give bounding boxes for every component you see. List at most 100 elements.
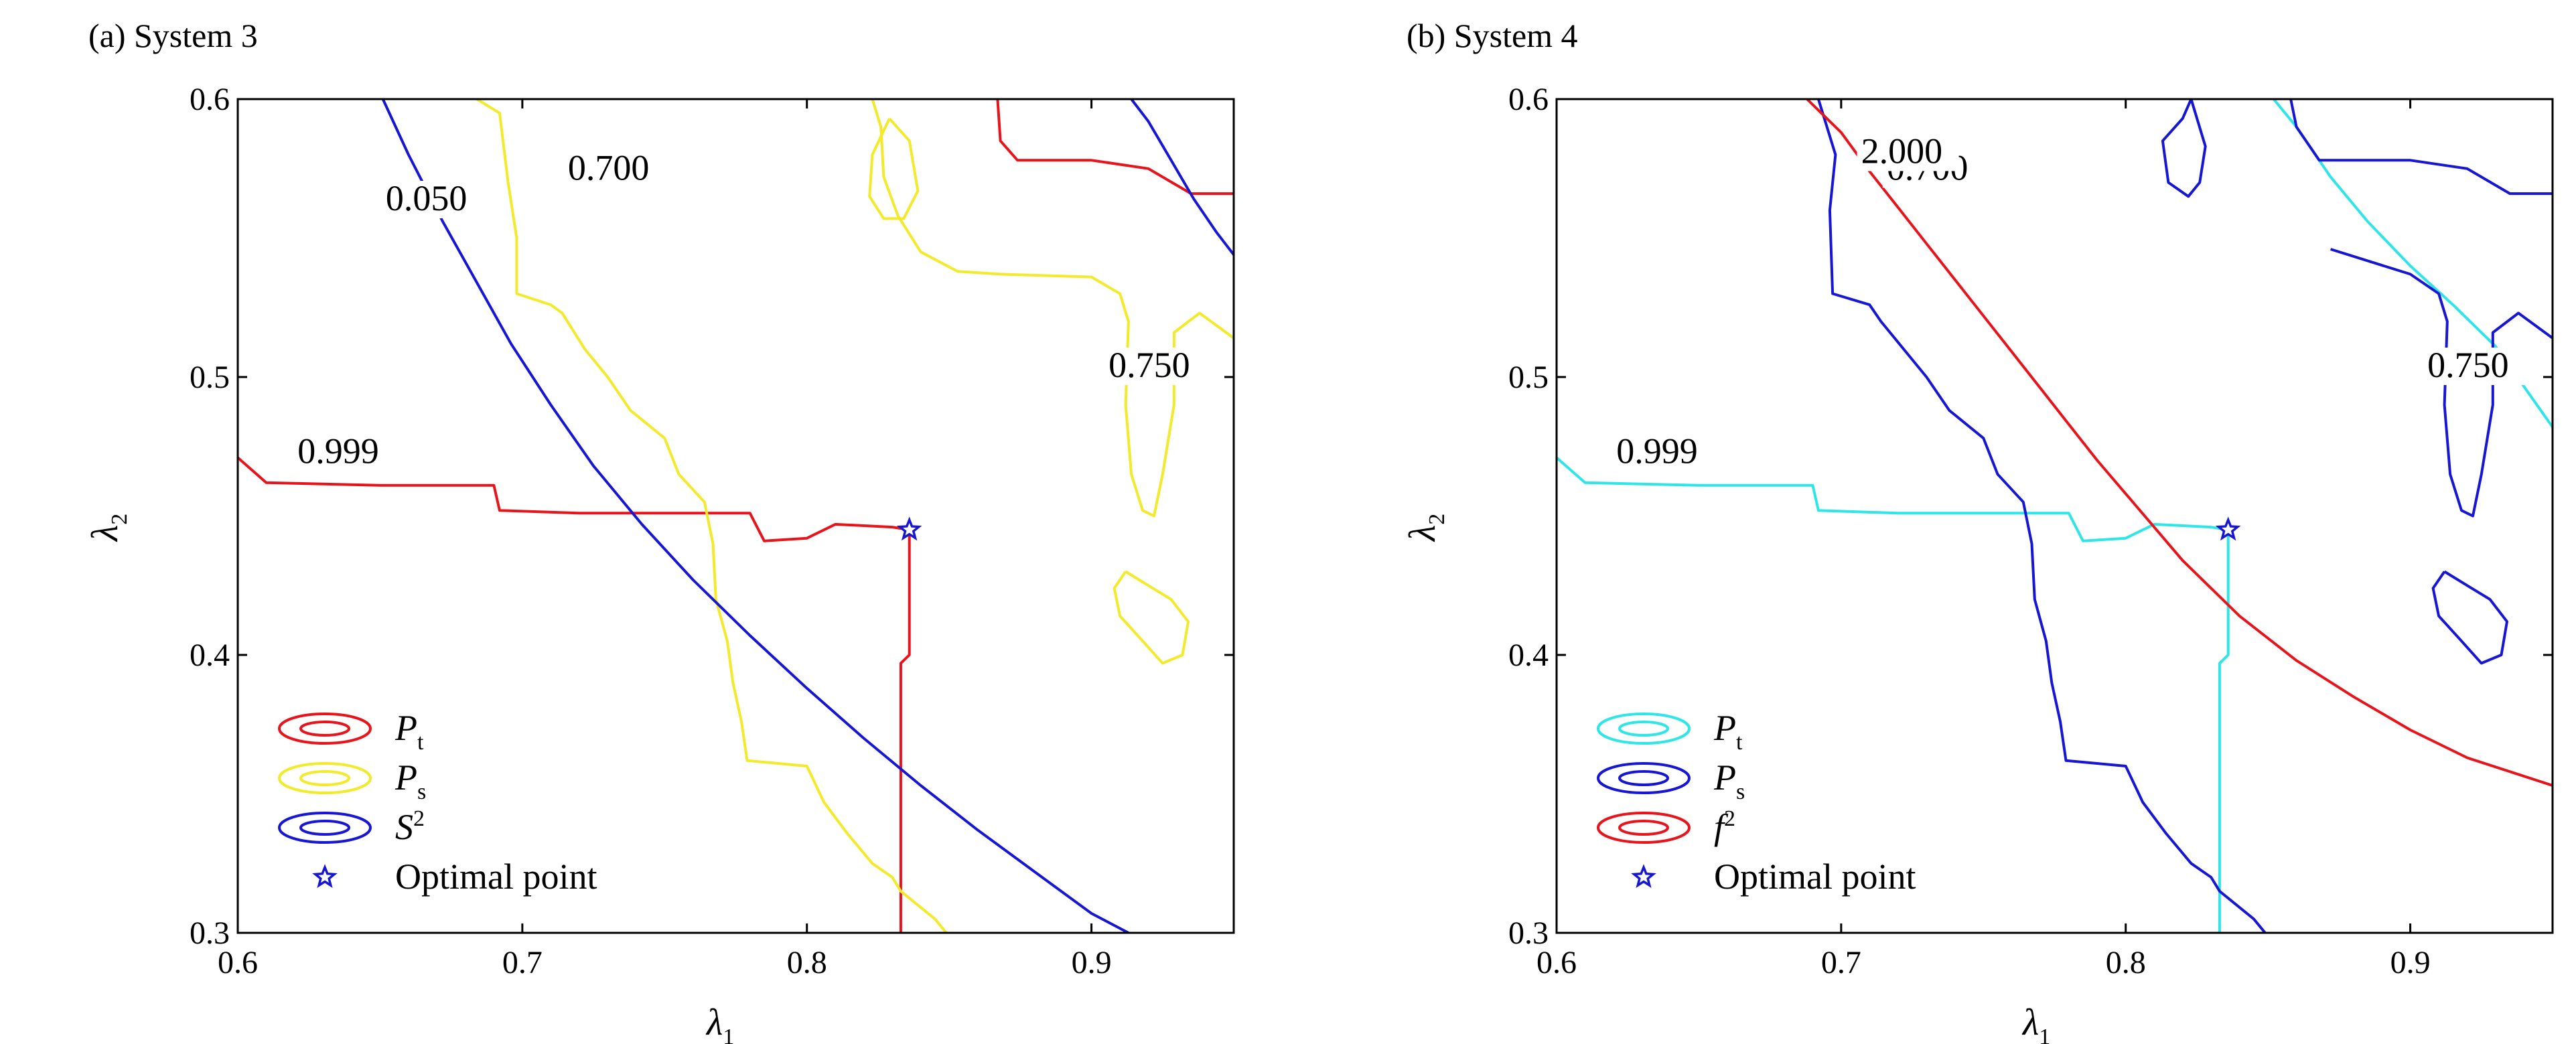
panel-b-plot: 0.9990.7000.7502.0000.60.70.80.90.30.40.… [1508, 82, 2554, 980]
panel-a-contour-1-3 [1113, 570, 1190, 665]
panel-a-ylabel: λ2 [84, 514, 132, 542]
panel-b-contour-label-2-0: 2.000 [1861, 131, 1943, 171]
panel-b-xtick-label-2: 0.8 [2106, 945, 2146, 980]
panel-b-contour-0-0 [1557, 456, 2230, 933]
panel-a-contours [238, 99, 1234, 933]
panel-a-legend-label-0: Pt [395, 708, 424, 755]
panel-b-legend-swatch-inner-2 [1618, 820, 1669, 836]
panel-a-xtick-label-0: 0.6 [218, 945, 258, 980]
panel-b-xlabel-sub: 1 [2039, 1025, 2050, 1044]
panel-b-contour-1-4 [2431, 570, 2508, 665]
panel-b-legend-label-1: Ps [1713, 757, 1745, 804]
panel-b-ytick-label-3: 0.6 [1508, 82, 1549, 117]
panel-a-legend-swatch-outer-0 [278, 713, 372, 745]
panel-a-legend-sup-2: 2 [413, 806, 425, 831]
panel-a-title: (a) System 3 [88, 17, 258, 54]
panel-a-xlabel-sub: 1 [723, 1025, 734, 1044]
panel-b-legend-label-0: Pt [1713, 708, 1743, 755]
panel-b-optimal-point-marker [2215, 516, 2241, 541]
panel-b-contour-1-2 [2330, 248, 2553, 518]
panel-b-clabel-bg-1-1 [2423, 348, 2526, 385]
panel-b-legend-swatch-outer-2 [1597, 812, 1691, 844]
panel-a-clabel-bg-0-0 [293, 433, 396, 471]
panel-b-ylabel: λ2 [1402, 514, 1449, 542]
panel-a-xtick-label-1: 0.7 [502, 945, 543, 980]
panel-b-legend-optimal-label: Optimal point [1714, 856, 1916, 897]
panel-a-optimal-point-marker [896, 516, 922, 541]
panel-a-legend-name-2: S [395, 807, 413, 847]
panel-b-xlabel-main: λ [2021, 1002, 2039, 1043]
panel-b-legend-swatch-outer-0 [1597, 713, 1691, 745]
panel-b-contour-1-0 [1816, 99, 2267, 933]
panel-a-xlabel-main: λ [705, 1002, 723, 1043]
panel-b-clabel-bg-0-0 [1612, 433, 1715, 471]
panel-a-legend-name-1: P [395, 757, 417, 798]
panel-a-ylabel-main: λ [84, 525, 126, 542]
panel-b-xlabel: λ1 [2021, 1002, 2050, 1044]
panel-a-legend-sub-0: t [417, 730, 424, 755]
panel-b-ylabel-main: λ [1402, 525, 1443, 542]
panel-b-xtick-label-0: 0.6 [1536, 945, 1577, 980]
panel-a-contour-0-1 [996, 99, 1234, 196]
panel-b-legend-sub-1: s [1736, 779, 1745, 804]
panel-a-contour-2-1 [1130, 99, 1234, 256]
panel-b-xtick-label-3: 0.9 [2390, 945, 2431, 980]
panel-a-clabel-bg-2-0 [381, 181, 484, 218]
panel-a-contour-1-0 [476, 99, 948, 933]
panel-a-xtick-label-2: 0.8 [787, 945, 827, 980]
panel-a-xtick-label-3: 0.9 [1072, 945, 1112, 980]
panel-a-ytick-label-0: 0.3 [190, 915, 230, 951]
panel-a-legend-swatch-outer-1 [278, 762, 372, 794]
panel-a-contour-2-0 [381, 99, 1129, 933]
panel-b-contour-2-0 [1806, 99, 2553, 787]
panel-b-contour-label-1-1: 0.750 [2427, 345, 2509, 385]
panel-b-contour-1-1 [2289, 99, 2553, 196]
panel-b-xtick-label-1: 0.7 [1821, 945, 1861, 980]
panel-b-legend-name-0: P [1713, 708, 1736, 748]
panel-b-title: (b) System 4 [1407, 17, 1578, 54]
panel-b-legend-swatch-inner-1 [1618, 770, 1669, 786]
panel-b-clabel-bg-2-0 [1857, 133, 1959, 171]
panel-a-contour-label-2-0: 0.050 [386, 178, 468, 218]
panel-a-legend-optimal-label: Optimal point [395, 856, 597, 897]
panel-a-legend-name-0: P [395, 708, 417, 748]
panel-a-contour-label-1-1: 0.750 [1108, 345, 1190, 385]
panel-b-legend-name-1: P [1713, 757, 1736, 798]
panel-b-contour-1-3 [2161, 99, 2207, 198]
panel-a-legend-swatch-inner-1 [299, 770, 350, 786]
panel-a-plot: 0.999 0.700 0.750 0.050 0.6 0.7 0.8 0.9 0.3 0.4 0.… [190, 82, 1235, 980]
panel-a-legend-swatch-outer-2 [278, 812, 372, 844]
panel-a-contour-1-1 [871, 99, 1234, 518]
panel-b-legend-star [1631, 864, 1656, 888]
panel-a-ytick-label-2: 0.5 [190, 360, 230, 395]
panel-a-ytick-label-1: 0.4 [190, 638, 230, 673]
panel-a-contour-1-2 [868, 117, 920, 220]
panel-b-legend-label-2: f2 [1714, 806, 1735, 847]
panel-b-ytick-label-1: 0.4 [1508, 638, 1549, 673]
panel-b-axes-frame [1555, 98, 2554, 934]
panel-a-contour-label-1-0: 0.700 [568, 147, 650, 188]
panel-a-xlabel: λ1 [705, 1002, 734, 1044]
panel-a-contour-label-0-0: 0.999 [297, 431, 378, 471]
panel-b-ytick-label-0: 0.3 [1508, 915, 1549, 951]
panel-b-ylabel-sub: 2 [1425, 514, 1449, 525]
panel-b-ytick-label-2: 0.5 [1508, 360, 1549, 395]
panel-a-legend-star [312, 864, 338, 888]
panel-a-clabel-bg-1-0 [563, 150, 666, 188]
panel-a-legend-swatch-inner-2 [299, 820, 350, 836]
panel-b-contours [1557, 99, 2553, 933]
panel-b-legend-sup-2: 2 [1724, 806, 1735, 831]
panel-a-legend-label-1: Ps [395, 757, 426, 804]
panel-b-legend-swatch-inner-0 [1618, 721, 1669, 737]
panel-b-contour-label-0-0: 0.999 [1616, 431, 1698, 471]
panel-a-legend-label-2: S2 [395, 806, 425, 847]
panel-a-contour-0-0 [238, 456, 911, 933]
panel-b: (b) System 4 0.9990.7000.7502.0000.60.70… [1402, 17, 2554, 1044]
panel-a-legend-swatch-inner-0 [299, 721, 350, 737]
panel-a-clabel-bg-1-1 [1104, 348, 1207, 385]
panel-b-legend-swatch-outer-1 [1597, 762, 1691, 794]
